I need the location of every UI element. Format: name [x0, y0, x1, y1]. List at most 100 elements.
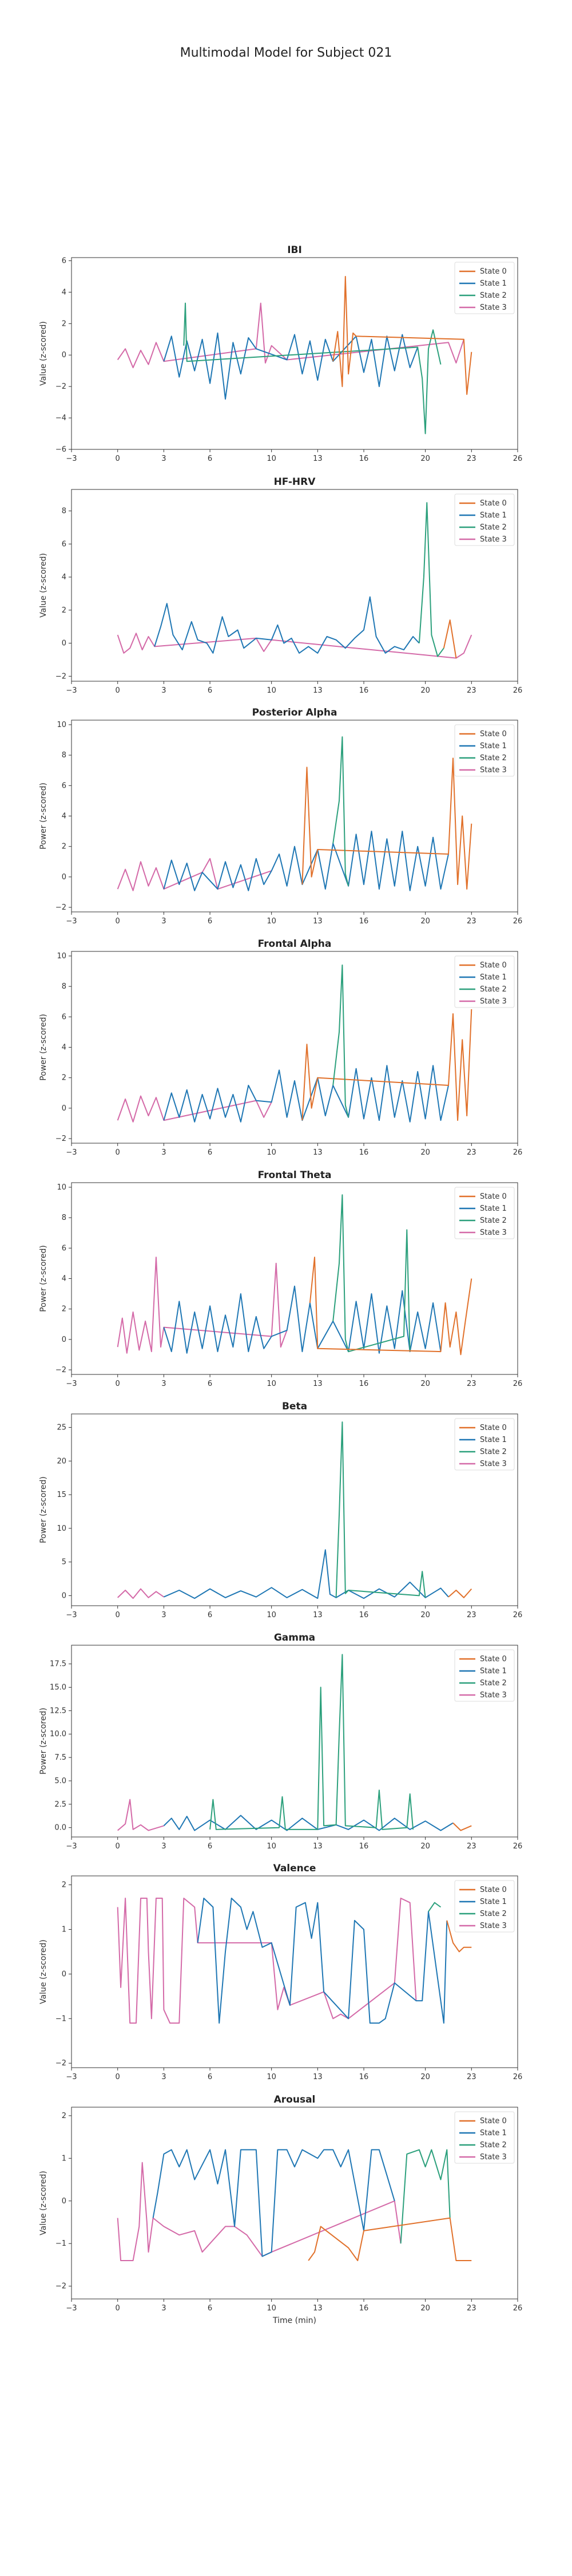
series-line-state-2 — [335, 1421, 426, 1598]
legend: State 0 State 1 State 2 State 3 — [454, 1649, 515, 1702]
plot-frame — [71, 489, 518, 682]
x-tick-label: 26 — [513, 917, 523, 926]
chart-title: HF-HRV — [274, 476, 316, 488]
series-line-state-1 — [197, 1898, 448, 2024]
legend-box — [454, 1649, 515, 1702]
y-tick-label: 10.0 — [50, 1730, 66, 1739]
plot-frame — [71, 2107, 518, 2300]
x-tick-label: 16 — [359, 686, 369, 695]
y-tick-label: −2 — [55, 2059, 66, 2068]
x-tick-label: 26 — [513, 1380, 523, 1388]
legend: State 0 State 1 State 2 State 3 — [454, 262, 515, 314]
y-tick-label: 7.5 — [54, 1753, 66, 1762]
x-tick-label: 20 — [420, 1148, 430, 1157]
figure-title: Multimodal Model for Subject 021 — [180, 46, 392, 60]
x-tick-label: 13 — [313, 2304, 323, 2313]
x-tick-label: 13 — [313, 2073, 323, 2081]
y-tick-label: 4 — [62, 288, 66, 297]
x-tick-label: 3 — [161, 2073, 166, 2081]
x-tick-label: 13 — [313, 1380, 323, 1388]
y-tick-label: −2 — [55, 382, 66, 391]
y-tick-label: 1 — [62, 2154, 66, 2163]
legend-label: State 3 — [480, 766, 507, 775]
series-line-state-2 — [183, 302, 442, 434]
chart-title: IBI — [287, 244, 302, 256]
series-line-state-1 — [163, 1065, 449, 1123]
plot-frame — [71, 1413, 518, 1606]
series-line-state-3 — [117, 1898, 417, 2024]
legend-label: State 0 — [480, 1655, 507, 1664]
series-line-state-2 — [418, 502, 444, 657]
series-line-state-2 — [332, 736, 349, 887]
x-tick-label: −3 — [66, 1611, 77, 1619]
y-axis-label: Power (z-scored) — [39, 1014, 48, 1081]
legend-box — [454, 955, 515, 1008]
y-axis-label: Power (z-scored) — [39, 1476, 48, 1543]
y-tick-label: 0 — [62, 1970, 66, 1978]
y-tick-label: −2 — [55, 2282, 66, 2291]
x-tick-label: 16 — [359, 917, 369, 926]
legend-label: State 2 — [480, 1448, 507, 1456]
y-tick-label: 8 — [62, 982, 66, 991]
series-line-state-0 — [308, 2217, 472, 2261]
y-tick-label: 6 — [62, 1244, 66, 1253]
y-tick-label: 6 — [62, 781, 66, 790]
y-axis-label: Power (z-scored) — [39, 1245, 48, 1312]
x-tick-label: 3 — [161, 1380, 166, 1388]
chart-title: Gamma — [274, 1632, 315, 1643]
legend-label: State 2 — [480, 754, 507, 762]
legend-label: State 0 — [480, 961, 507, 970]
x-tick-label: 10 — [267, 1148, 276, 1157]
y-tick-label: 0 — [62, 351, 66, 359]
legend-label: State 1 — [480, 1204, 507, 1213]
chart-title: Posterior Alpha — [252, 707, 337, 718]
chart-panel-2: Posterior Alpha −3 0 3 6 10 13 16 20 23 26 −2 0 2 4 6 8 1… — [39, 707, 522, 926]
legend-label: State 0 — [480, 1424, 507, 1432]
plot-frame — [71, 257, 518, 450]
legend-box — [454, 1880, 515, 1933]
x-tick-label: 20 — [420, 455, 430, 463]
legend-label: State 1 — [480, 2129, 507, 2138]
legend-label: State 1 — [480, 973, 507, 982]
y-tick-label: 0 — [62, 873, 66, 882]
y-tick-label: 2 — [62, 1074, 66, 1082]
x-tick-label: 13 — [313, 455, 323, 463]
x-tick-label: 16 — [359, 1842, 369, 1851]
x-tick-label: 23 — [467, 1380, 476, 1388]
x-tick-label: 0 — [116, 2304, 120, 2313]
legend-label: State 3 — [480, 1691, 507, 1700]
legend-label: State 2 — [480, 523, 507, 532]
x-tick-label: 0 — [116, 917, 120, 926]
x-tick-label: 20 — [420, 686, 430, 695]
x-tick-label: 6 — [208, 1842, 212, 1851]
y-tick-label: 17.5 — [50, 1660, 66, 1669]
legend-label: State 3 — [480, 1460, 507, 1468]
legend-label: State 0 — [480, 499, 507, 508]
x-tick-label: 13 — [313, 1611, 323, 1619]
x-axis-label: Time (min) — [272, 2316, 316, 2325]
series-line-state-1 — [163, 1285, 442, 1354]
legend: State 0 State 1 State 2 State 3 — [454, 1880, 515, 1933]
legend: State 0 State 1 State 2 State 3 — [454, 1187, 515, 1239]
legend-label: State 0 — [480, 2117, 507, 2125]
x-tick-label: −3 — [66, 686, 77, 695]
x-tick-label: 6 — [208, 455, 212, 463]
y-axis-label: Power (z-scored) — [39, 1708, 48, 1775]
x-tick-label: 20 — [420, 1380, 430, 1388]
plot-frame — [71, 1875, 518, 2068]
x-tick-label: 20 — [420, 1611, 430, 1619]
x-tick-label: 16 — [359, 1148, 369, 1157]
legend: State 0 State 1 State 2 State 3 — [454, 1418, 515, 1471]
y-tick-label: 12.5 — [50, 1706, 66, 1715]
legend-label: State 1 — [480, 511, 507, 520]
x-tick-label: 0 — [116, 1611, 120, 1619]
y-tick-label: 1 — [62, 1925, 66, 1934]
x-tick-label: 23 — [467, 1148, 476, 1157]
x-tick-label: 26 — [513, 455, 523, 463]
x-tick-label: 20 — [420, 917, 430, 926]
legend-label: State 2 — [480, 985, 507, 994]
x-tick-label: 10 — [267, 2073, 276, 2081]
chart-panel-3: Frontal Alpha −3 0 3 6 10 13 16 20 23 26 −2 0 2 4 6 8 10 P… — [39, 938, 522, 1157]
x-tick-label: 13 — [313, 917, 323, 926]
legend-box — [454, 262, 515, 314]
